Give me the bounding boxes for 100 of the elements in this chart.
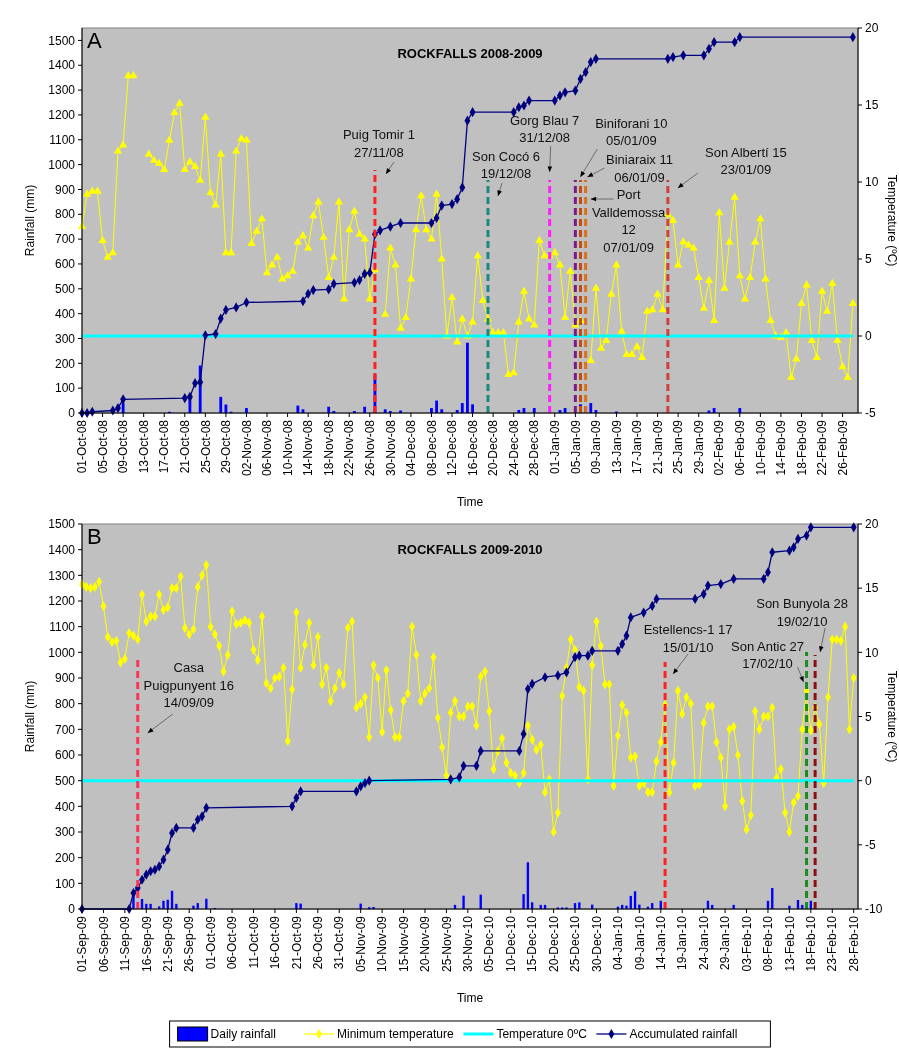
x-tick-label: 17-Jan-09 — [630, 419, 645, 475]
x-tick-label: 06-Feb-09 — [733, 419, 747, 476]
x-tick-label: 18-Feb-09 — [794, 419, 809, 476]
x-tick-label: 02-Nov-08 — [239, 419, 254, 477]
x-tick-label: 26-Oct-09 — [311, 915, 325, 970]
x-tick-label: 16-Dec-08 — [465, 419, 480, 477]
legend-label: Minimum temperature — [337, 1027, 455, 1042]
x-tick-label: 01-Oct-08 — [75, 419, 90, 474]
y-tick-label: 1200 — [48, 594, 76, 609]
y2-tick-label: 0 — [865, 773, 872, 788]
x-tick-label: 18-Feb-10 — [804, 915, 819, 972]
x-tick-label: 02-Feb-09 — [712, 419, 727, 476]
y2-tick-label: 15 — [865, 581, 879, 596]
x-tick-label: 16-Oct-09 — [268, 915, 283, 970]
x-tick-label: 09-Jan-09 — [589, 419, 604, 475]
y-tick-label: 1100 — [49, 132, 76, 147]
ref-line-label: Estellencs-1 17 15/01/10 — [643, 621, 733, 655]
y-tick-label: 900 — [54, 671, 76, 686]
x-tick-label: 10-Nov-09 — [375, 915, 390, 973]
x-tick-label: 15-Dec-10 — [525, 915, 540, 973]
y-tick-label: 1000 — [48, 157, 76, 172]
x-axis-title: Time — [456, 991, 484, 1005]
y-tick-label: 1400 — [48, 58, 76, 73]
y-tick-label: 300 — [54, 825, 76, 840]
x-tick-label: 13-Feb-10 — [782, 915, 797, 972]
y-tick-label: 100 — [54, 381, 76, 396]
x-tick-label: 26-Nov-08 — [362, 419, 377, 477]
ref-line-label: Puig Tomir 1 27/11/08 — [342, 126, 415, 160]
y2-tick-label: 20 — [865, 517, 879, 532]
y-tick-label: 800 — [54, 696, 76, 711]
x-tick-label: 09-Jan-10 — [632, 915, 647, 971]
x-tick-label: 25-Dec-10 — [568, 915, 583, 973]
y-tick-label: 200 — [54, 850, 76, 865]
x-tick-label: 14-Feb-09 — [774, 419, 789, 476]
y2-tick-label: 15 — [865, 98, 879, 113]
y-tick-label: 1400 — [48, 542, 76, 557]
annotation: A — [87, 28, 102, 53]
x-tick-label: 21-Sep-09 — [160, 915, 175, 973]
y2-tick-label: -5 — [865, 838, 876, 853]
x-axis-title: Time — [456, 495, 484, 509]
x-tick-label: 08-Dec-08 — [424, 419, 439, 477]
ref-line-label: Son Albertí 15 23/01/09 — [705, 144, 787, 177]
x-tick-label: 25-Nov-09 — [439, 915, 454, 973]
y-tick-label: 1000 — [48, 645, 76, 660]
x-tick-label: 20-Dec-08 — [486, 419, 501, 477]
y-tick-label: 1300 — [48, 83, 76, 98]
x-tick-label: 03-Feb-10 — [739, 915, 754, 972]
y-tick-label: 600 — [54, 748, 76, 763]
x-tick-label: 15-Nov-09 — [396, 915, 411, 973]
x-tick-label: 21-Oct-09 — [289, 915, 304, 970]
x-tick-label: 25-Oct-08 — [198, 419, 213, 474]
x-tick-label: 19-Jan-10 — [675, 915, 690, 971]
y-tick-label: 700 — [54, 722, 76, 737]
ref-line-label: Son Antic 27 17/02/10 — [731, 638, 805, 671]
x-tick-label: 28-Feb-10 — [846, 915, 861, 972]
y-tick-label: 400 — [54, 799, 76, 814]
x-tick-label: 06-Nov-08 — [260, 419, 275, 477]
x-tick-label: 26-Sep-09 — [182, 915, 197, 973]
x-tick-label: 10-Feb-09 — [753, 419, 768, 476]
x-tick-label: 08-Feb-10 — [761, 915, 776, 972]
y2-tick-label: 5 — [865, 709, 872, 724]
x-tick-label: 14-Jan-10 — [653, 915, 668, 971]
y-tick-label: 1200 — [48, 108, 76, 123]
x-tick-label: 23-Feb-10 — [825, 915, 840, 972]
y-tick-label: 1500 — [48, 33, 76, 48]
x-tick-label: 31-Oct-09 — [332, 915, 347, 970]
x-tick-label: 13-Oct-08 — [136, 419, 151, 474]
y2-tick-label: 10 — [865, 175, 879, 190]
y2-tick-label: -10 — [865, 902, 883, 917]
ref-line-label: Gorg Blau 7 31/12/08 — [509, 112, 580, 145]
x-tick-label: 10-Nov-08 — [280, 419, 295, 477]
y2-tick-label: -5 — [865, 406, 876, 421]
x-tick-label: 29-Oct-08 — [219, 419, 234, 474]
x-tick-label: 14-Nov-08 — [301, 419, 316, 477]
x-tick-label: 25-Jan-09 — [671, 419, 686, 475]
ref-line-label: Port Valldemossa 12 07/01/09 — [591, 186, 667, 255]
x-tick-label: 05-Nov-09 — [353, 915, 368, 973]
legend-label: Temperature 0ºC — [496, 1027, 588, 1042]
y2-axis-title: Temperature (ºC) — [885, 670, 899, 763]
y2-axis-title: Temperature (ºC) — [885, 174, 899, 267]
y-tick-label: 1500 — [48, 517, 76, 532]
x-tick-label: 30-Nov-10 — [461, 915, 476, 973]
x-tick-label: 11-Sep-09 — [118, 915, 133, 972]
y-tick-label: 900 — [54, 182, 76, 197]
y-tick-label: 400 — [54, 306, 76, 321]
y2-tick-label: 5 — [865, 252, 872, 267]
x-tick-label: 01-Oct-09 — [203, 915, 218, 970]
x-tick-label: 24-Jan-10 — [696, 915, 711, 971]
x-tick-label: 29-Jan-10 — [718, 915, 733, 971]
text: ROCKFALLS 2009-2010 — [397, 542, 543, 557]
legend-label: Accumulated rainfall — [629, 1027, 738, 1042]
x-tick-label: 30-Dec-10 — [589, 915, 604, 973]
y-tick-label: 300 — [54, 331, 76, 346]
x-tick-label: 05-Oct-08 — [95, 419, 110, 474]
x-tick-label: 01-Sep-09 — [75, 915, 90, 973]
y-tick-label: 1100 — [49, 619, 76, 634]
x-tick-label: 06-Sep-09 — [96, 915, 111, 973]
x-tick-label: 16-Sep-09 — [139, 915, 154, 973]
y-tick-label: 500 — [54, 773, 76, 788]
x-tick-label: 21-Jan-09 — [650, 419, 665, 475]
